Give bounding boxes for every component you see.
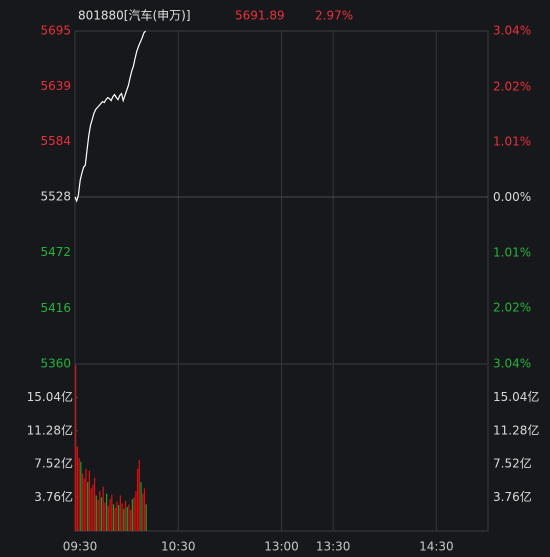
volume-bar [119, 495, 122, 531]
volume-bar [112, 504, 115, 531]
volume-bar [124, 500, 127, 531]
y2-tick-label: 3.04% [493, 357, 531, 371]
volume-bar [93, 477, 96, 531]
volume-bar [126, 507, 128, 531]
volume-bar [102, 486, 104, 531]
volume-bar [145, 504, 147, 531]
index-name: 801880[汽车(申万)] [78, 8, 191, 23]
volume-tick-label: 3.76亿 [34, 489, 73, 504]
volume-bar [90, 488, 92, 531]
x-tick-label: 14:30 [419, 540, 454, 554]
volume-bar [131, 499, 134, 531]
y-tick-label: 5528 [40, 190, 71, 204]
volume-bar [80, 461, 82, 531]
volume-bar [130, 509, 132, 531]
volume-bar [118, 505, 120, 531]
y-tick-label: 5695 [40, 24, 71, 38]
volume-bar [81, 473, 84, 531]
y2-tick-label: 1.01% [493, 135, 531, 149]
volume-bar [88, 470, 91, 531]
volume-bar [133, 497, 135, 531]
volume-bar [95, 495, 97, 531]
volume-bar [100, 497, 103, 531]
volume-bar [97, 499, 99, 531]
y2-tick-label: 2.02% [493, 79, 531, 93]
volume-bar [105, 493, 108, 531]
volume-tick-label-right: 3.76亿 [493, 489, 532, 504]
y2-tick-label: 2.02% [493, 301, 531, 315]
volume-tick-label-right: 11.28亿 [493, 422, 539, 437]
volume-bar [138, 459, 140, 531]
volume-bar [114, 507, 116, 531]
y-tick-label: 5416 [40, 301, 71, 315]
volume-bar [99, 491, 101, 531]
volume-bar [85, 468, 87, 531]
volume-bar [135, 491, 137, 531]
volume-bar [143, 488, 146, 531]
last-price: 5691.89 [235, 9, 285, 23]
volume-bar [107, 506, 109, 531]
volume-tick-label: 15.04亿 [27, 389, 73, 404]
y2-tick-label: 3.04% [493, 24, 531, 38]
volume-bar [116, 501, 118, 531]
volume-bar [136, 468, 139, 531]
change-pct: 2.97% [315, 9, 353, 23]
volume-bar [121, 503, 123, 531]
volume-tick-label: 7.52亿 [34, 456, 73, 471]
volume-bar [128, 504, 130, 531]
y-tick-label: 5360 [40, 357, 71, 371]
x-tick-label: 13:30 [316, 540, 351, 554]
x-tick-label: 09:30 [63, 540, 98, 554]
y-tick-label: 5472 [40, 245, 71, 259]
volume-bar [111, 494, 113, 531]
volume-tick-label-right: 15.04亿 [493, 389, 539, 404]
price-line [74, 30, 147, 203]
y2-tick-label: 1.01% [493, 245, 531, 259]
volume-tick-label: 11.28亿 [27, 422, 73, 437]
x-tick-label: 10:30 [161, 540, 196, 554]
volume-bar [87, 482, 89, 531]
y2-tick-label: 0.00% [493, 190, 531, 204]
volume-bar [104, 502, 106, 531]
volume-bar [76, 446, 79, 531]
volume-bar [140, 482, 142, 531]
volume-bar [123, 508, 125, 531]
volume-bar [142, 493, 144, 531]
volume-tick-label-right: 7.52亿 [493, 456, 532, 471]
y-tick-label: 5639 [40, 79, 71, 93]
volume-bar [92, 484, 94, 531]
y-tick-label: 5584 [40, 134, 71, 148]
volume-bar [83, 478, 85, 531]
volume-bar [75, 364, 77, 531]
volume-bar [109, 499, 111, 531]
x-tick-label: 13:00 [264, 540, 299, 554]
volume-bar [78, 458, 80, 531]
